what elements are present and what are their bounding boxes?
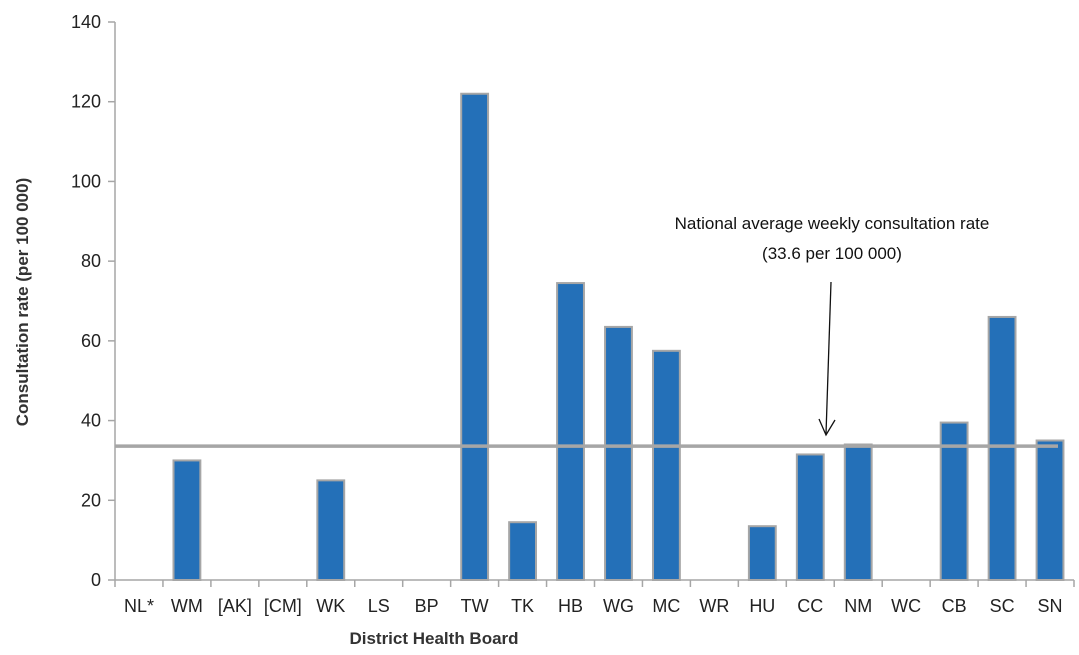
y-tick-label: 0 <box>91 570 101 590</box>
bar-mc <box>651 349 681 582</box>
x-tick-label: LS <box>368 596 390 616</box>
x-tick-label: WM <box>171 596 203 616</box>
y-tick-label: 140 <box>71 12 101 32</box>
bar-cc <box>795 453 825 582</box>
x-tick-label: CC <box>797 596 823 616</box>
x-tick-label: TW <box>461 596 489 616</box>
bar-wk <box>316 479 346 582</box>
y-tick-label: 100 <box>71 171 101 191</box>
x-tick-label: [CM] <box>264 596 302 616</box>
x-tick-label: WC <box>891 596 921 616</box>
x-axis-title: District Health Board <box>349 629 518 648</box>
bar-tw <box>460 92 490 581</box>
x-tick-label: HU <box>749 596 775 616</box>
x-tick-label: MC <box>652 596 680 616</box>
y-ticks: 0 20 40 60 80 100 120 140 <box>71 12 115 590</box>
bar-wm <box>172 459 202 581</box>
national-average-annotation: National average weekly consultation rat… <box>675 214 990 437</box>
y-tick-label: 60 <box>81 331 101 351</box>
national-average-label-line2: (33.6 per 100 000) <box>762 244 902 263</box>
x-tick-label: CB <box>942 596 967 616</box>
x-tick-label: NL* <box>124 596 154 616</box>
x-tick-label: NM <box>844 596 872 616</box>
x-tick-label: TK <box>511 596 534 616</box>
x-tick-label: SN <box>1038 596 1063 616</box>
y-tick-label: 120 <box>71 92 101 112</box>
x-axis: NL* WM [AK] [CM] WK LS BP TW TK HB WG MC WR HU CC NM WC C… <box>114 579 1075 616</box>
y-axis-title: Consultation rate (per 100 000) <box>13 178 32 426</box>
x-tick-label: WG <box>603 596 634 616</box>
bar-sn <box>1035 439 1065 581</box>
bar-cb <box>939 421 969 582</box>
bars <box>172 92 1065 582</box>
bar-wg <box>604 325 633 581</box>
y-axis: 0 20 40 60 80 100 120 140 <box>71 12 116 590</box>
annotation-arrow-head <box>818 418 836 437</box>
y-tick-label: 40 <box>81 411 101 431</box>
bar-sc <box>987 315 1017 581</box>
annotation-arrow-shaft <box>825 281 832 435</box>
bar-nm <box>843 443 873 581</box>
bar-tk <box>508 521 538 582</box>
national-average-label-line1: National average weekly consultation rat… <box>675 214 990 233</box>
x-tick-label: HB <box>558 596 583 616</box>
bar-hb <box>556 282 585 581</box>
x-tick-label: BP <box>415 596 439 616</box>
y-tick-label: 80 <box>81 251 101 271</box>
x-ticks: NL* WM [AK] [CM] WK LS BP TW TK HB WG MC WR HU CC NM WC C… <box>114 580 1075 616</box>
x-tick-label: [AK] <box>218 596 252 616</box>
x-tick-label: WR <box>699 596 729 616</box>
x-tick-label: SC <box>990 596 1015 616</box>
bar-hu <box>747 525 777 582</box>
y-tick-label: 20 <box>81 490 101 510</box>
x-tick-label: WK <box>316 596 345 616</box>
